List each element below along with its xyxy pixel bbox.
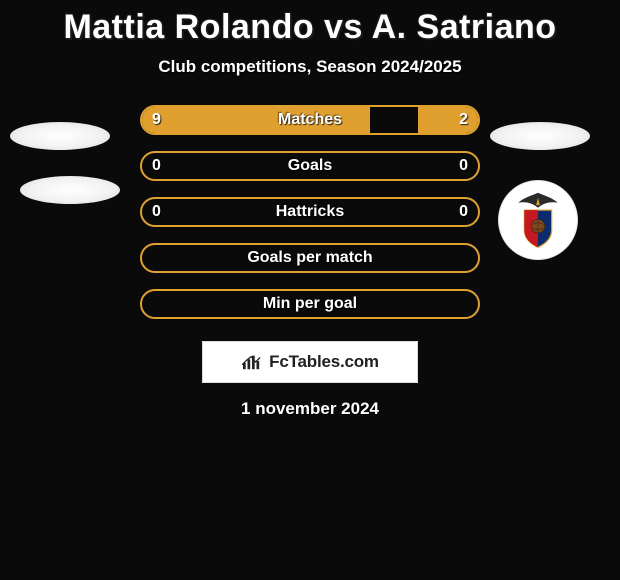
stat-row: Goals per match (140, 243, 480, 273)
club-right-badge (498, 180, 578, 260)
page-title: Mattia Rolando vs A. Satriano (0, 8, 620, 47)
stat-bar-track (140, 105, 480, 135)
stat-row: Goals00 (140, 151, 480, 181)
brand-badge: FcTables.com (202, 341, 418, 383)
comparison-card: Mattia Rolando vs A. Satriano Club compe… (0, 0, 620, 580)
brand-text: FcTables.com (269, 352, 379, 372)
player-left-avatar (10, 122, 110, 150)
page-subtitle: Club competitions, Season 2024/2025 (0, 57, 620, 77)
stat-row: Hattricks00 (140, 197, 480, 227)
club-left-avatar (20, 176, 120, 204)
bar-chart-icon (241, 353, 263, 371)
player-right-avatar (490, 122, 590, 150)
stat-bar-track (140, 289, 480, 319)
shield-icon (507, 189, 569, 251)
stat-row: Min per goal (140, 289, 480, 319)
stat-bar-fill-right (418, 107, 478, 133)
stat-bar-track (140, 151, 480, 181)
stat-bar-fill-left (142, 107, 370, 133)
stat-row: Matches92 (140, 105, 480, 135)
stat-bar-track (140, 243, 480, 273)
stat-bar-track (140, 197, 480, 227)
snapshot-date: 1 november 2024 (0, 399, 620, 419)
